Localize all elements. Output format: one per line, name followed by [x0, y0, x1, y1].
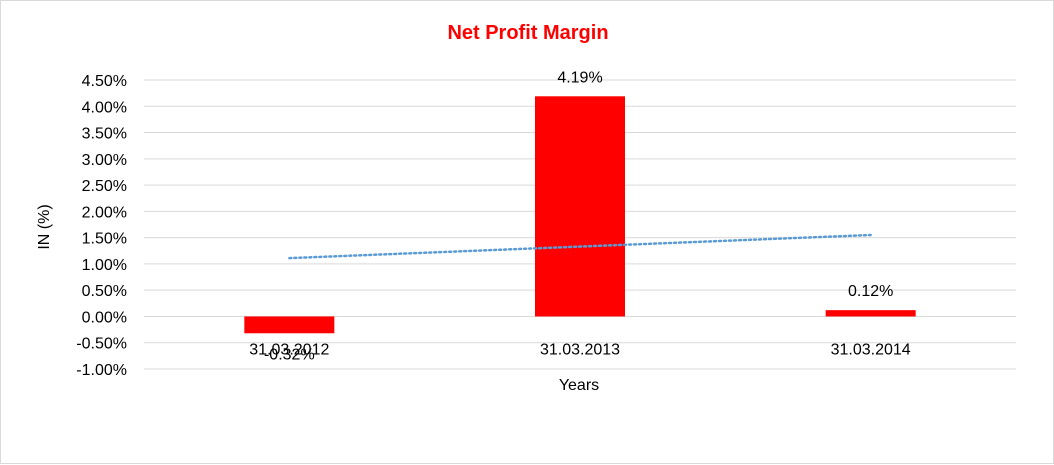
y-tick-label: -0.50%: [76, 336, 127, 353]
trendline-path: [288, 233, 872, 260]
data-labels: -0.32% 4.19% 0.12%: [264, 69, 893, 363]
y-tick-label: 4.00%: [82, 99, 127, 116]
y-tick-label: 2.00%: [82, 204, 127, 221]
bar: [535, 96, 625, 317]
y-tick-label: 3.00%: [82, 152, 127, 169]
x-tick-label: 31.03.2013: [540, 341, 620, 358]
y-tick-label: 0.50%: [82, 283, 127, 300]
x-axis-title: Years: [559, 377, 599, 394]
bar: [244, 316, 335, 334]
trendline: [288, 233, 872, 260]
y-tick-label: 4.50%: [82, 73, 127, 90]
x-tick-label: 31.03.2014: [831, 341, 911, 358]
y-tick-label: 1.50%: [82, 231, 127, 248]
bars: [244, 96, 916, 334]
data-label: 0.12%: [848, 283, 893, 300]
x-tick-label: 31.03.2012: [249, 341, 329, 358]
y-tick-label: 1.00%: [82, 257, 127, 274]
bar: [825, 310, 916, 317]
y-axis-ticks: 4.50% 4.00% 3.50% 3.00% 2.50% 2.00% 1.50% 1.00%…: [76, 73, 127, 379]
data-label: 4.19%: [557, 69, 602, 86]
y-tick-label: 2.50%: [82, 178, 127, 195]
y-tick-label: -1.00%: [76, 362, 127, 379]
chart-title: Net Profit Margin: [447, 22, 608, 44]
x-axis-ticks: 31.03.2012 31.03.2013 31.03.2014: [249, 341, 911, 358]
y-tick-label: 3.50%: [82, 126, 127, 143]
y-tick-label: 0.00%: [82, 309, 127, 326]
y-axis-title: IN (%): [36, 204, 53, 249]
data-label: -0.32%: [264, 346, 315, 363]
